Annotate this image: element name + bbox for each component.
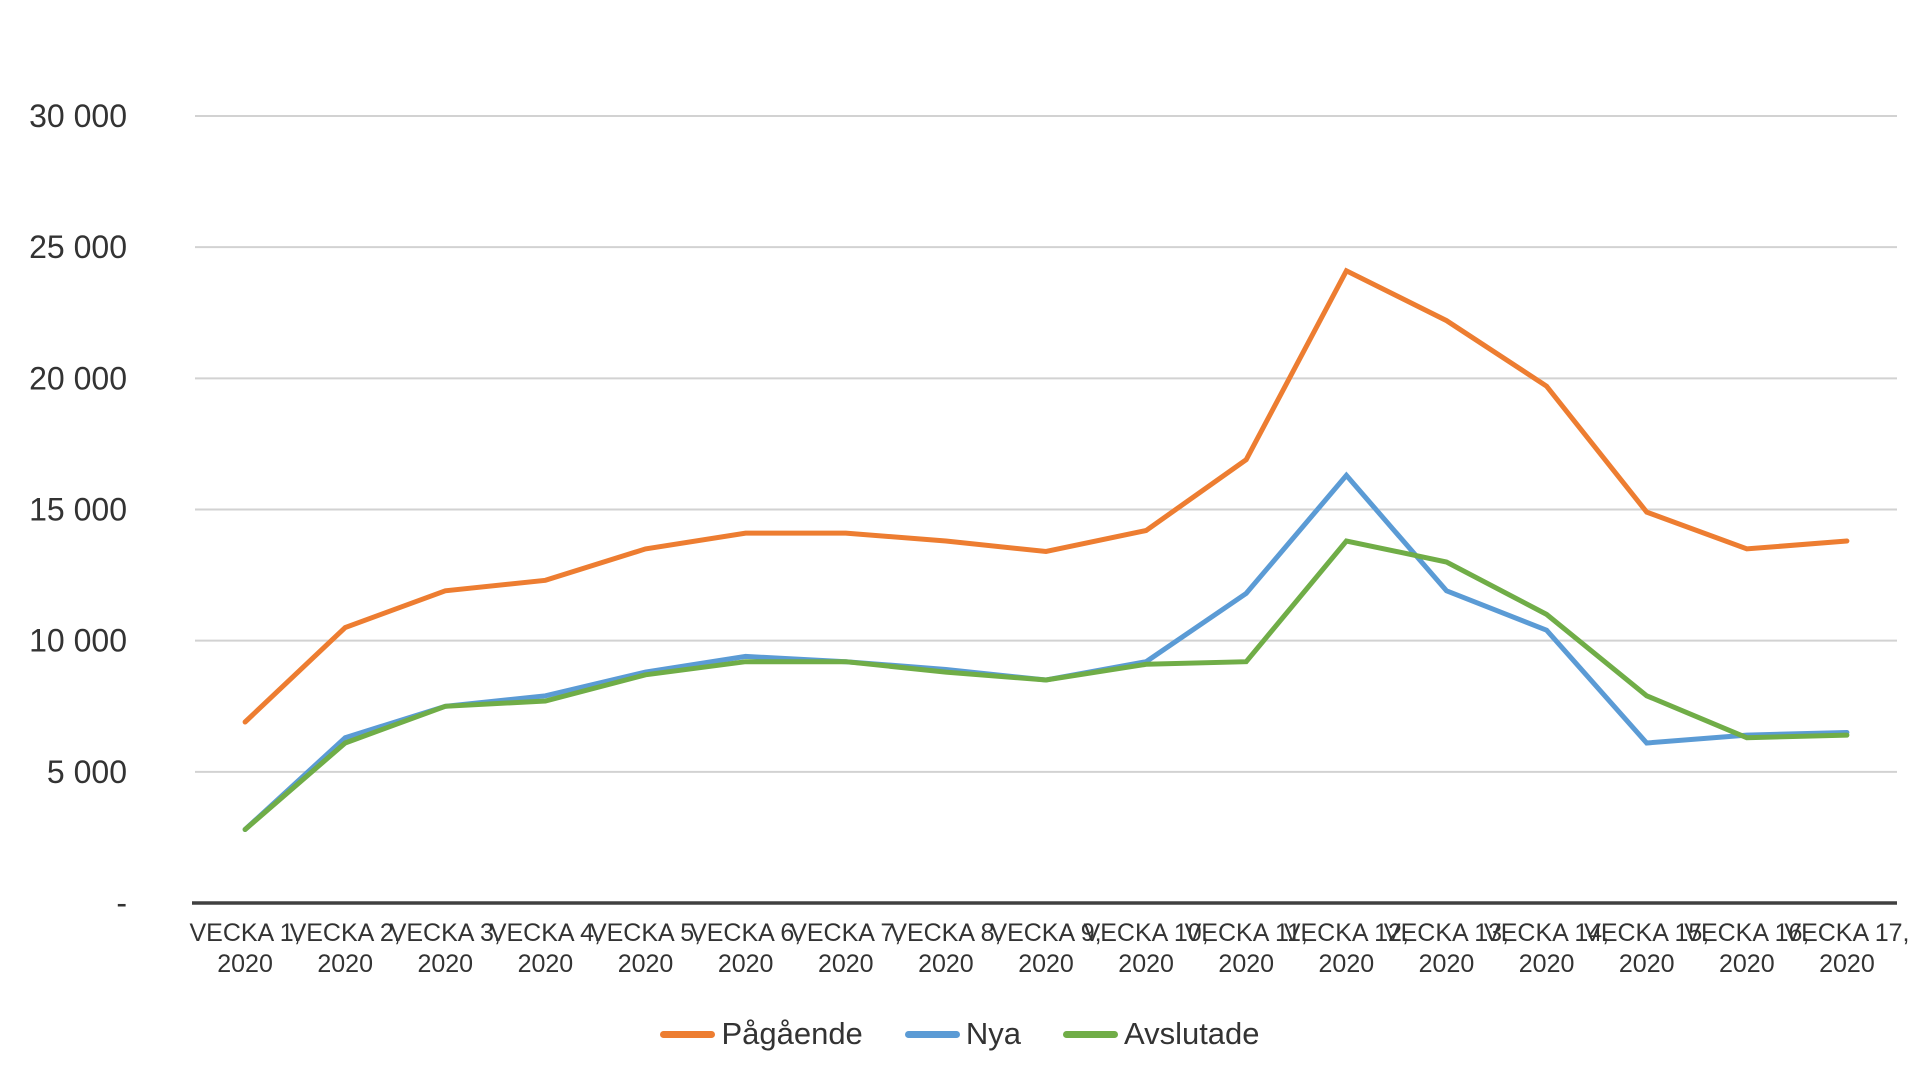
- x-tick-label-week: VECKA 2,: [290, 919, 401, 947]
- x-tick-label-week: VECKA 4,: [490, 919, 601, 947]
- x-tick-label-year: 2020: [417, 950, 473, 978]
- x-tick-label-year: 2020: [718, 950, 774, 978]
- series-lines: [242, 267, 1850, 832]
- y-tick-label: 5 000: [47, 754, 127, 790]
- x-tick-label-year: 2020: [618, 950, 674, 978]
- legend-swatch-pagaende-icon: [660, 1030, 716, 1038]
- x-tick-label-year: 2020: [518, 950, 574, 978]
- x-tick-label-year: 2020: [1419, 950, 1475, 978]
- x-tick-label-year: 2020: [1719, 950, 1775, 978]
- legend-label-nya: Nya: [965, 1016, 1021, 1051]
- x-tick-label-year: 2020: [1619, 950, 1675, 978]
- y-tick-label: 25 000: [29, 229, 127, 265]
- legend-item-avslutade: Avslutade: [1062, 1016, 1260, 1052]
- x-tick-label-week: VECKA 6,: [690, 919, 801, 947]
- y-tick-label: 10 000: [29, 623, 127, 659]
- x-tick-label-week: VECKA 8,: [890, 919, 1001, 947]
- y-axis-labels: - 5 000 10 000 15 000 20 000 25 000 30 000: [29, 98, 127, 921]
- x-tick-label-year: 2020: [1319, 950, 1375, 978]
- y-tick-label: 15 000: [29, 492, 127, 528]
- x-tick-label-week: VECKA 5,: [590, 919, 701, 947]
- chart-legend: Pågående Nya Avslutade: [0, 1016, 1920, 1052]
- y-tick-label: 30 000: [29, 98, 127, 134]
- legend-item-nya: Nya: [904, 1016, 1021, 1052]
- x-tick-label-year: 2020: [317, 950, 373, 978]
- y-tick-label: 20 000: [29, 360, 127, 396]
- x-tick-label-week: VECKA 3,: [390, 919, 501, 947]
- x-tick-label-week: VECKA 14,: [1484, 919, 1609, 947]
- x-tick-label-week: VECKA 15,: [1584, 919, 1709, 947]
- legend-item-pagaende: Pågående: [660, 1016, 863, 1052]
- series-line-nya: [242, 471, 1850, 832]
- x-tick-label-week: VECKA 9,: [990, 919, 1101, 947]
- x-tick-label-year: 2020: [217, 950, 273, 978]
- legend-swatch-avslutade-icon: [1062, 1030, 1118, 1038]
- x-tick-label-year: 2020: [1218, 950, 1274, 978]
- legend-label-pagaende: Pågående: [721, 1016, 863, 1051]
- legend-swatch-nya-icon: [904, 1030, 960, 1038]
- x-tick-label-week: VECKA 17,: [1784, 919, 1909, 947]
- y-tick-label: -: [116, 885, 127, 921]
- x-tick-label-week: VECKA 7,: [790, 919, 901, 947]
- x-tick-label-year: 2020: [818, 950, 874, 978]
- series-line-avslutade: [242, 538, 1850, 832]
- x-tick-label-week: VECKA 10,: [1084, 919, 1209, 947]
- x-tick-label-year: 2020: [1018, 950, 1074, 978]
- x-tick-label-week: VECKA 1,: [189, 919, 300, 947]
- x-axis-labels: VECKA 1, 2020 VECKA 2, 2020 VECKA 3, 2020 VECK…: [189, 919, 1909, 978]
- x-tick-label-year: 2020: [918, 950, 974, 978]
- legend-label-avslutade: Avslutade: [1123, 1016, 1260, 1051]
- x-tick-label-year: 2020: [1118, 950, 1174, 978]
- x-tick-label-week: VECKA 16,: [1684, 919, 1809, 947]
- x-tick-label-week: VECKA 12,: [1284, 919, 1409, 947]
- x-tick-label-year: 2020: [1519, 950, 1575, 978]
- series-line-pagaende: [242, 267, 1850, 725]
- x-tick-label-week: VECKA 13,: [1384, 919, 1509, 947]
- x-tick-label-week: VECKA 11,: [1185, 919, 1308, 947]
- x-tick-label-year: 2020: [1819, 950, 1875, 978]
- gridlines: [195, 115, 1897, 773]
